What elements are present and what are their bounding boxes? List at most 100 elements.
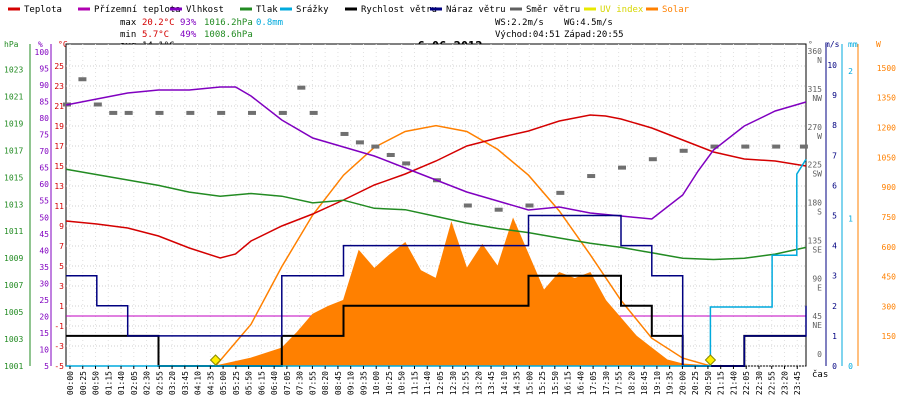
stat-max-label: max xyxy=(120,18,137,28)
x-tick-label: 22:55 xyxy=(768,371,777,395)
x-tick-label: 02:55 xyxy=(155,371,164,395)
solar-tick-label: 150 xyxy=(882,332,897,341)
humidity-tick-label: 100 xyxy=(35,48,50,57)
rain-tick-label: 1 xyxy=(848,214,853,223)
wind-dir-mark xyxy=(217,110,226,115)
wind-dir-mark xyxy=(386,153,395,157)
wind-dir-compass-label: E xyxy=(817,283,822,292)
wind-dir-mark xyxy=(297,85,306,90)
wind-speed-tick-label: 1 xyxy=(832,332,837,341)
wind-dir-mark xyxy=(278,110,287,115)
x-axis-ticks: 00:00 00:25 00:50 01:15 01:40 02:05 02:30 02:55… xyxy=(66,366,802,395)
x-tick-label: 10:25 xyxy=(385,371,394,395)
legend: Teplota Přízemní teplota Vlhkost Tlak Srážky… xyxy=(8,5,690,15)
solar-tick-label: 1200 xyxy=(877,124,896,133)
humidity-tick-label: 80 xyxy=(39,114,49,123)
wind-speed-tick-label: 6 xyxy=(832,181,837,190)
axis-unit-wind-speed: m/s xyxy=(825,40,840,49)
x-tick-label: 15:50 xyxy=(551,371,560,395)
x-tick-label: 14:10 xyxy=(500,371,509,395)
wind-dir-mark xyxy=(587,174,596,179)
hpa-tick-label: 1011 xyxy=(4,227,23,236)
sunset-marker xyxy=(704,354,717,366)
x-tick-label: 21:15 xyxy=(717,371,726,395)
solar-tick-label: 300 xyxy=(882,302,897,311)
wind-dir-mark xyxy=(124,110,133,115)
x-tick-label: 10:50 xyxy=(398,371,407,395)
wind-speed-tick-label: 2 xyxy=(832,302,837,311)
humidity-tick-label: 85 xyxy=(39,98,49,107)
series-solar-area xyxy=(215,217,711,367)
wind-dir-mark xyxy=(799,144,808,149)
hpa-tick-label: 1005 xyxy=(4,308,23,317)
wind-speed-tick-label: 8 xyxy=(832,121,837,130)
humidity-tick-label: 25 xyxy=(39,296,49,305)
x-tick-label: 15:25 xyxy=(538,371,547,395)
hpa-tick-label: 1009 xyxy=(4,254,23,263)
solar-tick-label: 450 xyxy=(882,273,897,282)
x-tick-label: 16:40 xyxy=(576,371,585,395)
wind-speed-tick-label: 3 xyxy=(832,272,837,281)
stat-min-press: 1008.6hPa xyxy=(204,30,253,40)
x-tick-label: 07:05 xyxy=(283,371,292,395)
hpa-tick-label: 1023 xyxy=(4,65,23,74)
series-tlak xyxy=(65,168,807,261)
wind-dir-mark xyxy=(248,110,256,115)
wind-dir-tick-label: 45 xyxy=(812,312,822,321)
series-teplota xyxy=(65,114,807,259)
humidity-tick-label: 40 xyxy=(39,246,49,255)
temperature-tick-label: 23 xyxy=(54,82,64,91)
x-tick-label: 18:45 xyxy=(640,371,649,395)
wind-speed-tick-label: 7 xyxy=(832,151,837,160)
x-tick-label: 07:55 xyxy=(308,371,317,395)
x-tick-label: 13:45 xyxy=(487,371,496,395)
wind-dir-compass-label: N xyxy=(817,56,822,65)
axis-unit-rain: mm xyxy=(848,40,858,49)
wind-dir-tick-label: 315 xyxy=(808,85,823,94)
x-tick-label: 12:55 xyxy=(462,371,471,395)
temperature-tick-label: 5 xyxy=(59,262,64,271)
x-tick-label: 08:20 xyxy=(321,371,330,395)
hpa-tick-label: 1017 xyxy=(4,146,23,155)
axis-unit-hpa: hPa xyxy=(4,40,19,49)
legend-label: Rychlost větru xyxy=(361,5,437,15)
x-tick-label: 14:35 xyxy=(513,371,522,395)
series-solar-theoretical xyxy=(214,124,711,367)
wind-dir-mark xyxy=(340,131,349,136)
wind-dir-mark xyxy=(186,110,195,115)
wind-dir-tick-label: 270 xyxy=(808,123,823,132)
legend-label: Srážky xyxy=(296,5,329,15)
x-tick-label: 05:50 xyxy=(245,371,254,395)
x-tick-label: 16:15 xyxy=(564,371,573,395)
humidity-tick-label: 15 xyxy=(39,329,49,338)
wind-dir-compass-label: NE xyxy=(812,321,822,330)
x-tick-label: 23:45 xyxy=(793,371,802,395)
humidity-tick-label: 70 xyxy=(39,147,49,156)
solar-tick-label: 1350 xyxy=(877,94,896,103)
temperature-tick-label: -1 xyxy=(54,322,64,331)
temperature-tick-label: 21 xyxy=(54,102,64,111)
stat-max-press: 1016.2hPa xyxy=(204,18,253,28)
info-sunrise: Východ:04:51 xyxy=(495,30,560,40)
legend-label: UV index xyxy=(600,5,644,15)
solar-tick-label: 1500 xyxy=(877,64,896,73)
wind-dir-mark xyxy=(155,110,164,115)
temperature-tick-label: 17 xyxy=(54,142,64,151)
wind-speed-tick-label: 4 xyxy=(832,242,837,251)
temperature-tick-label: 1 xyxy=(59,302,64,311)
x-tick-label: 04:10 xyxy=(194,371,203,395)
x-tick-label: 06:15 xyxy=(257,371,266,395)
x-tick-label: 00:00 xyxy=(66,371,75,395)
x-tick-label: 05:25 xyxy=(232,371,241,395)
legend-label: Teplota xyxy=(24,5,62,15)
humidity-tick-label: 50 xyxy=(39,213,49,222)
wind-dir-mark xyxy=(402,161,411,166)
wind-dir-mark xyxy=(556,190,565,195)
wind-dir-mark xyxy=(371,144,380,149)
humidity-tick-label: 55 xyxy=(39,197,49,206)
axis-unit-humidity: % xyxy=(38,40,43,49)
wind-dir-mark xyxy=(309,110,318,115)
x-tick-label: 20:00 xyxy=(678,371,687,395)
hpa-tick-label: 1007 xyxy=(4,281,23,290)
